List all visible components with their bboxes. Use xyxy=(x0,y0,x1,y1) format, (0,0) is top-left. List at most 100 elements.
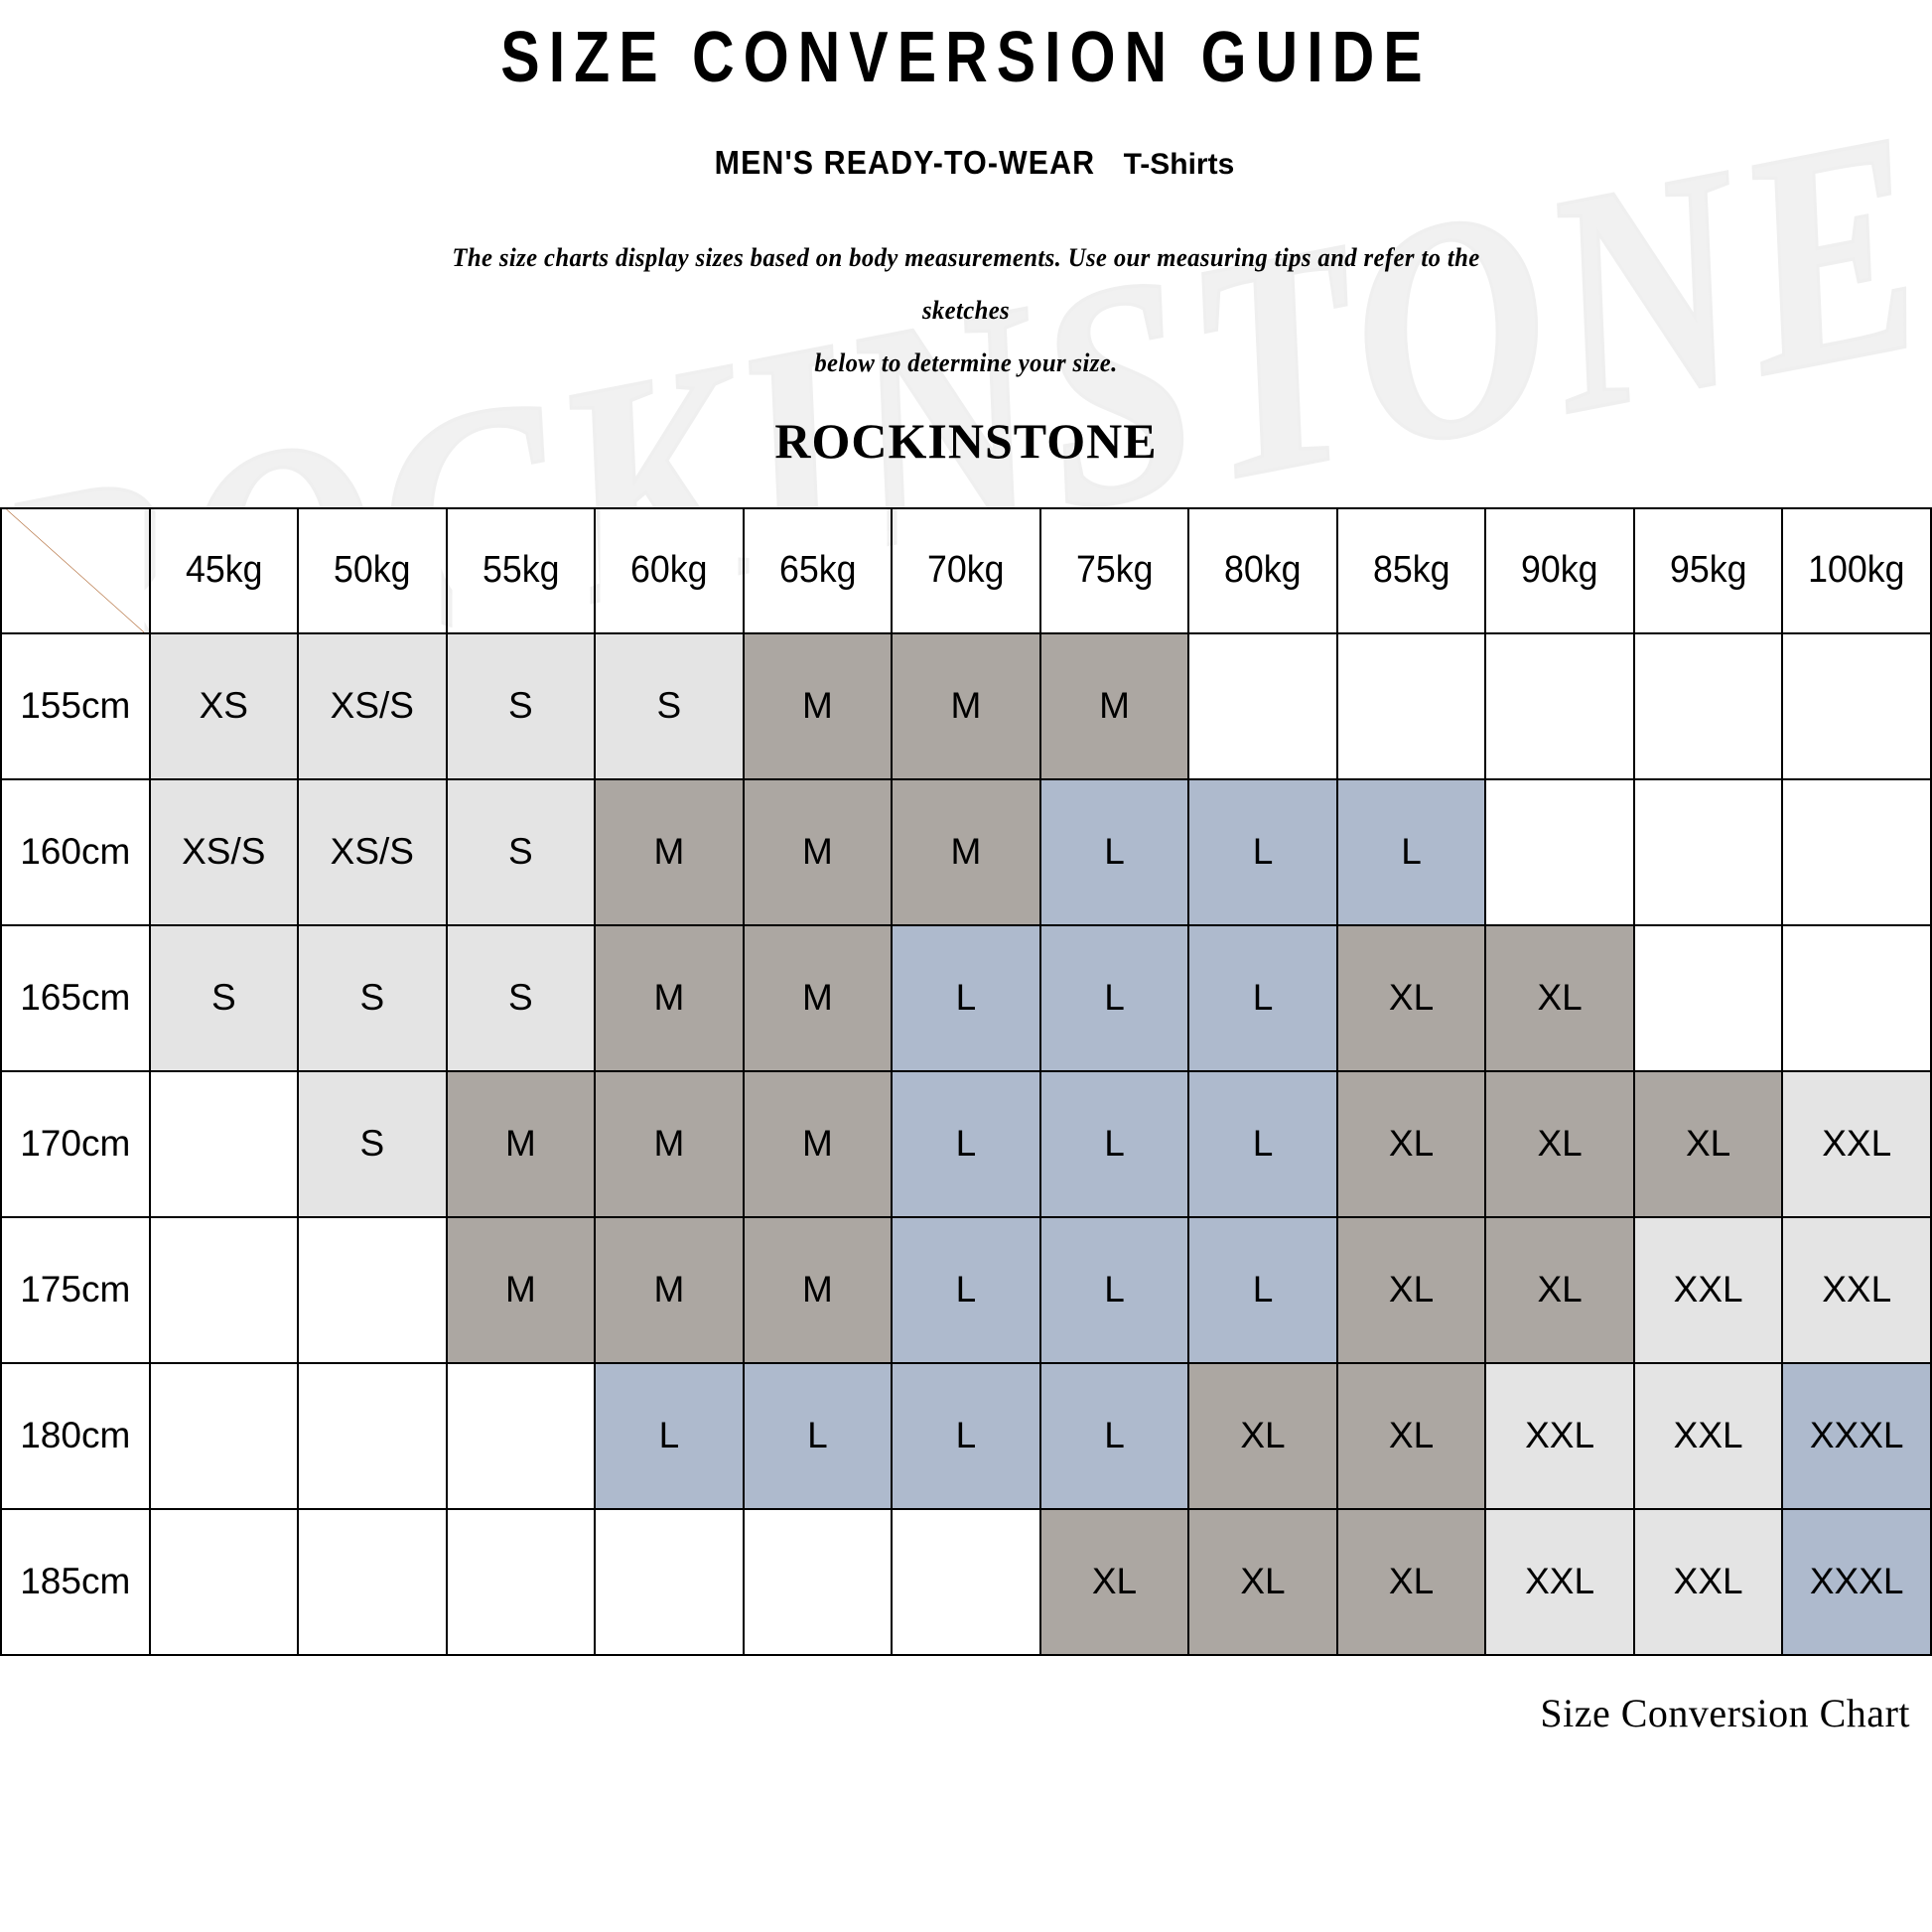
size-cell: XXL xyxy=(1632,1215,1784,1364)
size-cell: XL xyxy=(1335,1069,1487,1218)
size-cell xyxy=(1632,777,1784,926)
size-cell: L xyxy=(891,1069,1041,1218)
size-cell: XL xyxy=(1038,1507,1190,1656)
size-cell xyxy=(445,1361,597,1510)
table-row: 170cm S M M M L L L XL XL XL XXL xyxy=(0,1069,1932,1218)
size-cell: L xyxy=(594,1361,745,1510)
size-cell: L xyxy=(1038,923,1190,1072)
size-cell xyxy=(594,1507,745,1656)
size-conversion-table: 45kg 50kg 55kg 60kg 65kg 70kg 75kg 80kg 85kg 90kg… xyxy=(0,506,1932,1656)
size-cell xyxy=(1484,777,1635,926)
size-cell: XS/S xyxy=(297,777,448,926)
size-cell: M xyxy=(594,1215,745,1364)
size-cell xyxy=(148,1069,300,1218)
size-table-container: 45kg 50kg 55kg 60kg 65kg 70kg 75kg 80kg 85kg 90kg… xyxy=(0,506,1932,1656)
size-cell: XL xyxy=(1335,923,1487,1072)
size-cell: XXL xyxy=(1484,1507,1635,1656)
table-row: 175cm M M M L L L XL XL XXL XXL xyxy=(0,1215,1932,1364)
size-cell: L xyxy=(1038,1215,1190,1364)
size-cell: M xyxy=(891,777,1041,926)
size-cell: L xyxy=(1038,777,1190,926)
size-cell: XL xyxy=(1484,1215,1635,1364)
size-cell: M xyxy=(1038,631,1190,780)
size-cell: M xyxy=(445,1215,597,1364)
row-header-height: 170cm xyxy=(0,1069,151,1218)
size-cell: M xyxy=(742,923,894,1072)
brand-name: ROCKINSTONE xyxy=(774,412,1158,469)
size-cell: XL xyxy=(1335,1507,1487,1656)
row-header-height: 180cm xyxy=(0,1361,151,1510)
description-block: The size charts display sizes based on b… xyxy=(448,231,1485,390)
size-cell: XL xyxy=(1187,1361,1338,1510)
column-header-weight: 85kg xyxy=(1340,506,1482,634)
size-cell: XS xyxy=(148,631,300,780)
table-row: 185cm XL XL XL XXL XXL XXXL xyxy=(0,1507,1932,1656)
size-cell: M xyxy=(594,1069,745,1218)
size-cell: XL xyxy=(1187,1507,1338,1656)
size-cell: S xyxy=(297,923,448,1072)
column-header-weight: 65kg xyxy=(747,506,889,634)
size-cell xyxy=(1781,631,1932,780)
size-cell: M xyxy=(742,777,894,926)
size-cell: XL xyxy=(1335,1215,1487,1364)
row-header-height: 185cm xyxy=(0,1507,151,1656)
size-cell xyxy=(445,1507,597,1656)
size-cell: L xyxy=(891,923,1041,1072)
size-cell: M xyxy=(445,1069,597,1218)
subtitle-category: MEN'S READY-TO-WEAR xyxy=(714,143,1095,181)
size-cell xyxy=(1484,631,1635,780)
row-header-height: 155cm xyxy=(0,631,151,780)
size-cell xyxy=(148,1361,300,1510)
size-cell: XXL xyxy=(1632,1507,1784,1656)
size-cell: XL xyxy=(1484,923,1635,1072)
size-cell: XXXL xyxy=(1781,1361,1932,1510)
size-cell xyxy=(1187,631,1338,780)
row-header-height: 160cm xyxy=(0,777,151,926)
size-cell: L xyxy=(1187,923,1338,1072)
column-header-weight: 60kg xyxy=(598,506,741,634)
size-cell: S xyxy=(445,631,597,780)
table-row: 180cm L L L L XL XL XXL XXL XXXL xyxy=(0,1361,1932,1510)
size-cell xyxy=(297,1215,448,1364)
size-cell: XXL xyxy=(1632,1361,1784,1510)
size-cell xyxy=(148,1507,300,1656)
size-cell xyxy=(891,1507,1041,1656)
table-header-row: 45kg 50kg 55kg 60kg 65kg 70kg 75kg 80kg 85kg 90kg… xyxy=(1,506,1931,634)
size-cell: XL xyxy=(1484,1069,1635,1218)
size-cell: XXXL xyxy=(1781,1507,1932,1656)
diagonal-divider-icon xyxy=(6,509,144,632)
size-cell: M xyxy=(742,631,894,780)
size-cell: M xyxy=(742,1215,894,1364)
table-row: 155cm XS XS/S S S M M M xyxy=(0,631,1932,780)
size-cell xyxy=(297,1361,448,1510)
size-cell: XS/S xyxy=(148,777,300,926)
size-cell: L xyxy=(1187,1069,1338,1218)
size-cell: M xyxy=(891,631,1041,780)
size-cell xyxy=(1632,923,1784,1072)
size-cell: XL xyxy=(1632,1069,1784,1218)
size-cell: L xyxy=(891,1361,1041,1510)
column-header-weight: 80kg xyxy=(1191,506,1334,634)
subtitle-row: MEN'S READY-TO-WEAR T-Shirts xyxy=(0,144,1932,182)
size-cell xyxy=(1781,923,1932,1072)
column-header-weight: 95kg xyxy=(1637,506,1779,634)
size-cell: L xyxy=(742,1361,894,1510)
size-cell: S xyxy=(297,1069,448,1218)
page-title: SIZE CONVERSION GUIDE xyxy=(500,18,1432,97)
column-header-weight: 75kg xyxy=(1043,506,1185,634)
size-cell: S xyxy=(445,923,597,1072)
size-cell xyxy=(742,1507,894,1656)
size-cell: L xyxy=(891,1215,1041,1364)
column-header-weight: 55kg xyxy=(450,506,592,634)
size-cell xyxy=(1335,631,1487,780)
size-cell: M xyxy=(742,1069,894,1218)
description-line-2: below to determine your size. xyxy=(814,348,1118,378)
footer-caption: Size Conversion Chart xyxy=(1540,1690,1910,1735)
size-cell: L xyxy=(1038,1361,1190,1510)
size-cell: S xyxy=(594,631,745,780)
size-cell: L xyxy=(1038,1069,1190,1218)
size-cell: L xyxy=(1187,777,1338,926)
size-cell xyxy=(148,1215,300,1364)
size-cell: M xyxy=(594,777,745,926)
size-cell xyxy=(297,1507,448,1656)
